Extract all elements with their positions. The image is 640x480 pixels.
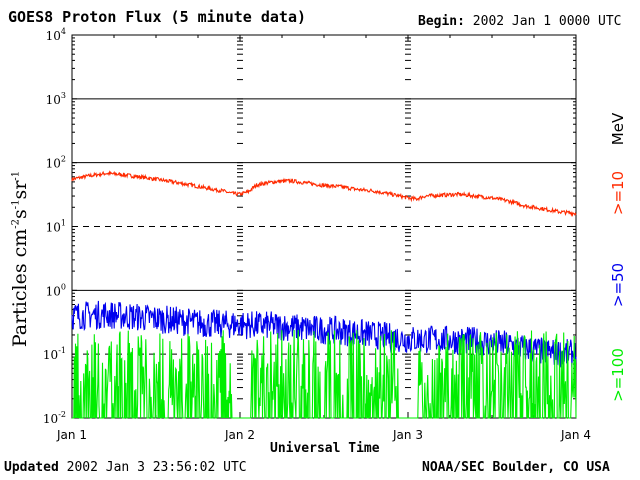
y-tick-label: 100: [46, 282, 66, 298]
begin-label: Begin:: [418, 14, 465, 29]
series-line-2: [72, 329, 577, 419]
x-axis-label: Universal Time: [270, 441, 380, 456]
source-credit: NOAA/SEC Boulder, CO USA: [422, 460, 610, 475]
legend-series-ge10: >=10: [609, 170, 627, 216]
y-tick-label: 101: [46, 219, 66, 235]
x-tick-label: Jan 3: [392, 428, 423, 442]
begin-value: 2002 Jan 1 0000 UTC: [472, 14, 622, 29]
series-line-1: [71, 300, 577, 369]
x-tick-label: Jan 2: [224, 428, 255, 442]
y-tick-label: 103: [46, 91, 66, 107]
legend-series-ge50: >=50: [609, 262, 627, 308]
series-line-0: [71, 170, 577, 217]
y-tick-label: 10-1: [43, 346, 66, 362]
updated-label: Updated: [4, 460, 59, 475]
x-tick-label: Jan 4: [560, 428, 591, 442]
x-tick-label: Jan 1: [56, 428, 87, 442]
chart-title: GOES8 Proton Flux (5 minute data): [8, 8, 307, 26]
y-tick-label: 102: [46, 155, 66, 171]
updated-value: 2002 Jan 3 23:56:02 UTC: [66, 460, 247, 475]
begin-timestamp: Begin: 2002 Jan 1 0000 UTC: [418, 14, 622, 29]
legend-series-ge100: >=100: [609, 348, 627, 402]
updated-timestamp: Updated 2002 Jan 3 23:56:02 UTC: [4, 460, 247, 475]
y-tick-label: 104: [46, 27, 66, 43]
y-tick-label: 10-2: [43, 410, 66, 426]
